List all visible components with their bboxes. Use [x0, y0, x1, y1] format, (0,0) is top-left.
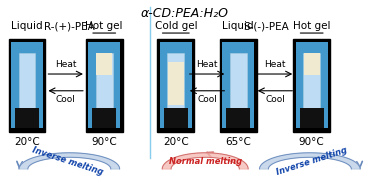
Text: Liquid: Liquid: [11, 21, 43, 31]
Text: Heat: Heat: [55, 60, 76, 69]
FancyBboxPatch shape: [92, 108, 116, 128]
Text: α-CD:PEA:H₂O: α-CD:PEA:H₂O: [141, 7, 229, 20]
FancyBboxPatch shape: [160, 42, 192, 128]
Text: 65°C: 65°C: [225, 137, 251, 147]
Text: Heat: Heat: [196, 60, 218, 69]
FancyBboxPatch shape: [158, 39, 194, 132]
Text: Cool: Cool: [265, 95, 285, 105]
Text: R-(+)-PEA: R-(+)-PEA: [44, 22, 95, 32]
FancyBboxPatch shape: [230, 53, 247, 125]
Polygon shape: [162, 153, 248, 169]
Text: Cool: Cool: [197, 95, 217, 105]
Text: Hot gel: Hot gel: [293, 21, 330, 31]
FancyBboxPatch shape: [88, 42, 120, 128]
FancyBboxPatch shape: [303, 53, 320, 125]
Text: Hot gel: Hot gel: [85, 21, 123, 31]
Text: Normal melting: Normal melting: [169, 157, 242, 166]
FancyBboxPatch shape: [96, 53, 112, 125]
FancyBboxPatch shape: [164, 108, 188, 128]
FancyBboxPatch shape: [300, 108, 324, 128]
FancyBboxPatch shape: [86, 39, 122, 132]
Polygon shape: [19, 153, 120, 169]
Text: Inverse melting: Inverse melting: [31, 146, 104, 177]
Text: Cool: Cool: [56, 95, 75, 105]
FancyBboxPatch shape: [96, 53, 112, 75]
FancyBboxPatch shape: [296, 42, 328, 128]
FancyBboxPatch shape: [226, 108, 250, 128]
Text: Cold gel: Cold gel: [155, 21, 197, 31]
FancyBboxPatch shape: [220, 39, 257, 132]
Text: 20°C: 20°C: [163, 137, 189, 147]
FancyBboxPatch shape: [168, 62, 184, 105]
FancyBboxPatch shape: [222, 42, 255, 128]
FancyBboxPatch shape: [167, 53, 184, 125]
FancyBboxPatch shape: [304, 53, 320, 75]
FancyBboxPatch shape: [9, 39, 46, 132]
Text: 90°C: 90°C: [91, 137, 117, 147]
Polygon shape: [259, 153, 360, 169]
FancyBboxPatch shape: [15, 108, 39, 128]
Text: Liquid: Liquid: [222, 21, 254, 31]
Text: 90°C: 90°C: [299, 137, 324, 147]
Text: 20°C: 20°C: [14, 137, 40, 147]
Text: S-(-)-PEA: S-(-)-PEA: [243, 22, 289, 32]
Text: Heat: Heat: [264, 60, 286, 69]
FancyBboxPatch shape: [11, 42, 43, 128]
Text: Inverse melting: Inverse melting: [275, 146, 348, 177]
FancyBboxPatch shape: [293, 39, 330, 132]
FancyBboxPatch shape: [19, 53, 36, 125]
